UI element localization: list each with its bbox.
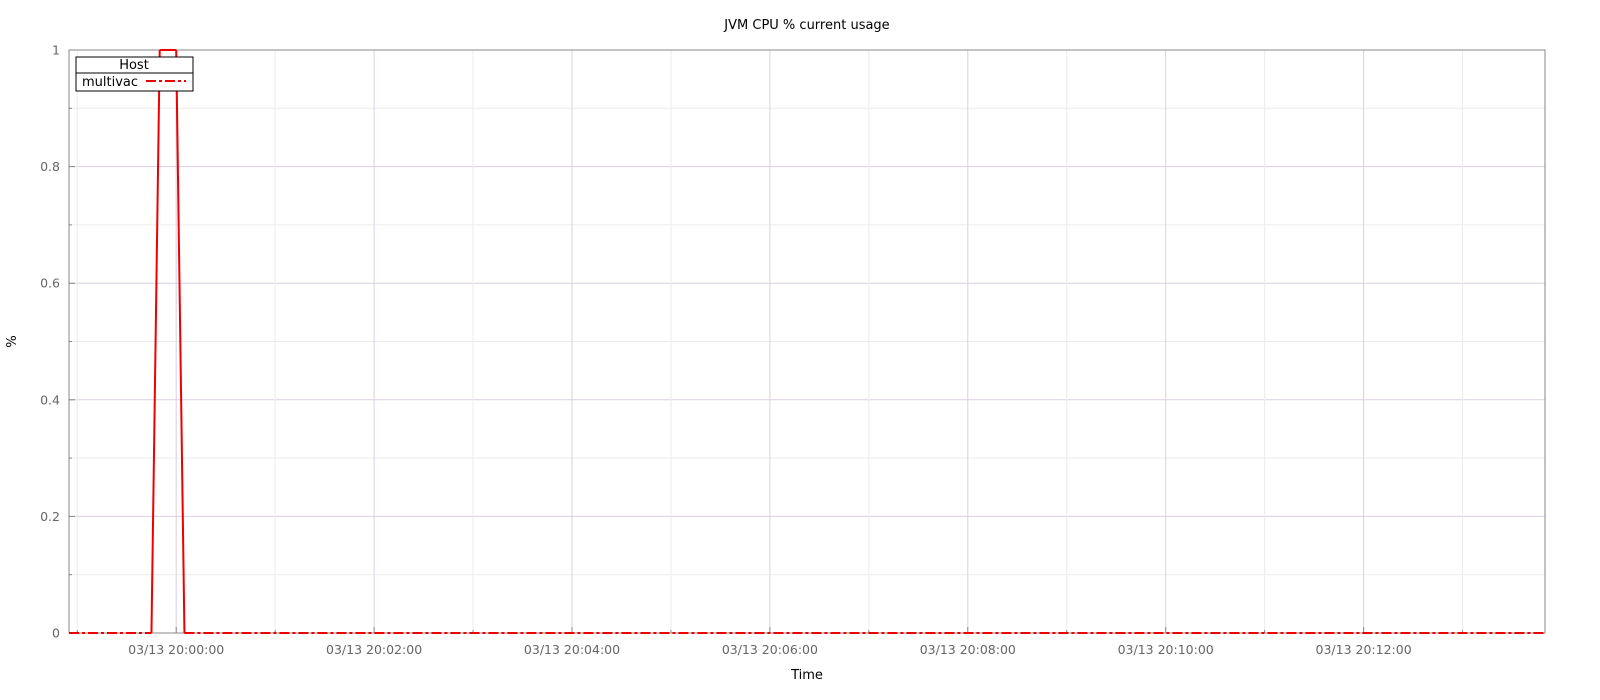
chart-title: JVM CPU % current usage <box>723 18 889 33</box>
y-axis-title: % <box>5 335 20 347</box>
legend-title: Host <box>119 58 149 73</box>
legend-box <box>75 56 194 92</box>
y-tick-label: 0.2 <box>40 509 60 524</box>
x-tick-label: 03/13 20:10:00 <box>1118 642 1214 657</box>
y-tick-label: 1 <box>52 43 60 58</box>
series-layer <box>68 49 1546 634</box>
y-tick-label: 0.4 <box>40 392 60 407</box>
x-tick-label: 03/13 20:08:00 <box>920 642 1016 657</box>
series-segment <box>175 49 186 634</box>
y-tick-label: 0.6 <box>40 276 60 291</box>
x-tick-label: 03/13 20:04:00 <box>524 642 620 657</box>
legend-series-label: multivac <box>82 75 138 90</box>
x-tick-label: 03/13 20:02:00 <box>326 642 422 657</box>
x-tick-label: 03/13 20:00:00 <box>128 642 224 657</box>
series-segment <box>150 49 161 634</box>
y-tick-label: 0.8 <box>40 159 60 174</box>
legend: Host multivac <box>75 56 194 92</box>
grid-layer <box>69 49 1545 634</box>
ticks-layer: 0 0.2 0.4 0.6 0.8 1 03/13 20:00:00 03/13 20:02:… <box>40 43 1464 657</box>
x-axis-title: Time <box>790 668 823 683</box>
y-tick-label: 0 <box>52 626 60 641</box>
x-tick-label: 03/13 20:12:00 <box>1316 642 1412 657</box>
x-tick-label: 03/13 20:06:00 <box>722 642 818 657</box>
